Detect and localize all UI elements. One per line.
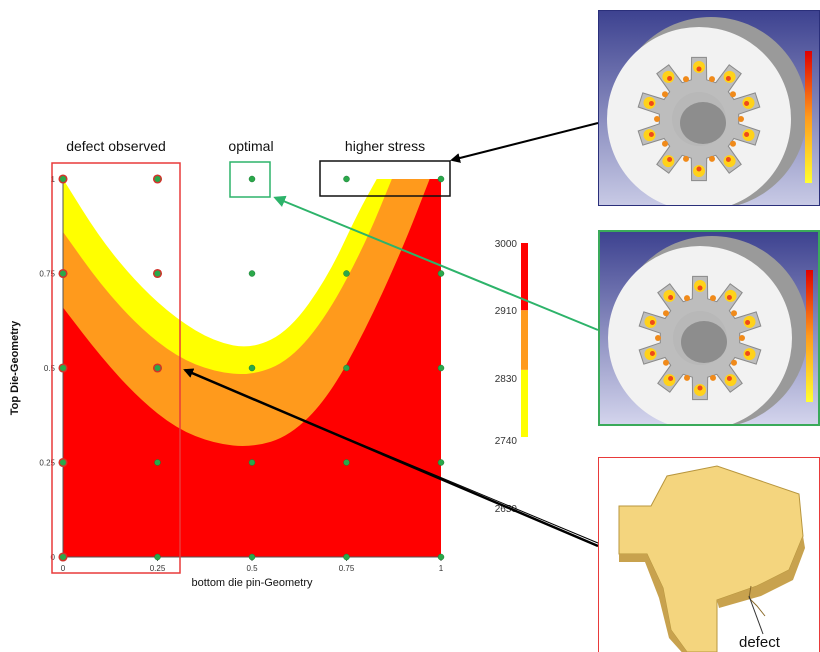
x-tick-label: 1 [439,564,444,573]
defect-arrow-shadow [187,371,599,544]
design-point [154,553,161,561]
defect-part-render [599,458,819,652]
design-point [343,175,350,183]
colorbar-band-2740 [521,369,528,437]
y-tick-label: 0.5 [44,364,56,373]
colorbar-band-2830 [521,310,528,370]
design-point [343,364,350,372]
defect-observed-label: defect observed [66,138,166,154]
gear-stress-render [599,11,819,205]
x-tick-label: 0.5 [246,564,258,573]
design-point [437,459,445,466]
x-tick-label: 0 [61,564,66,573]
design-point [248,459,256,466]
higher-stress-box [319,160,451,197]
design-point [437,270,445,277]
higher-stress-simulation-image [598,10,820,206]
design-point [248,553,256,561]
optimal-simulation-image [598,230,820,426]
colorbar-tick-label: 2650 [495,504,518,515]
colorbar-tick-label: 2910 [495,306,518,317]
design-points [58,174,445,562]
defect-design-point [58,363,68,373]
gear-optimal-render [600,232,818,424]
x-axis-label: bottom die pin-Geometry [191,577,313,589]
design-point [248,175,256,183]
design-point [343,270,350,277]
colorbar-band-2910 [521,243,528,311]
higher-stress-label: higher stress [345,138,425,154]
optimal-label: optimal [228,138,273,154]
design-point [248,364,256,372]
colorbar-tick-label: 2740 [495,436,518,447]
defect-design-point [58,457,68,468]
colorbar-tick-label: 2830 [495,374,518,385]
design-point [437,553,445,561]
y-axis-label: Top Die-Geometry [9,320,21,415]
defect-design-point [58,268,68,279]
design-point [437,364,445,372]
x-tick-label: 0.25 [150,564,166,573]
y-tick-label: 0 [51,553,56,562]
optimal-arrow [273,195,599,331]
design-point [154,459,161,466]
colorbar-tick-label: 3000 [495,239,518,250]
y-tick-label: 0.25 [39,459,55,468]
design-point [248,270,256,277]
defect-label: defect [739,634,780,651]
defect-design-point [58,552,68,562]
defect-observed-box [51,162,181,574]
defect-design-point [58,174,68,184]
defect-design-point [152,268,163,279]
design-point [343,553,350,561]
defect-design-point [152,174,163,184]
defect-simulation-image: defect [598,457,820,652]
y-tick-label: 1 [51,175,56,184]
design-point [437,175,445,183]
design-point [343,459,350,466]
defect-design-point [152,363,163,373]
optimal-box [229,161,271,198]
defect-pointer-line [748,595,764,635]
colorbar: 3000 2910 2830 2740 2650 [495,239,528,515]
x-tick-label: 0.75 [339,564,355,573]
higher-stress-arrow [450,122,599,163]
y-tick-label: 0.75 [39,270,55,279]
